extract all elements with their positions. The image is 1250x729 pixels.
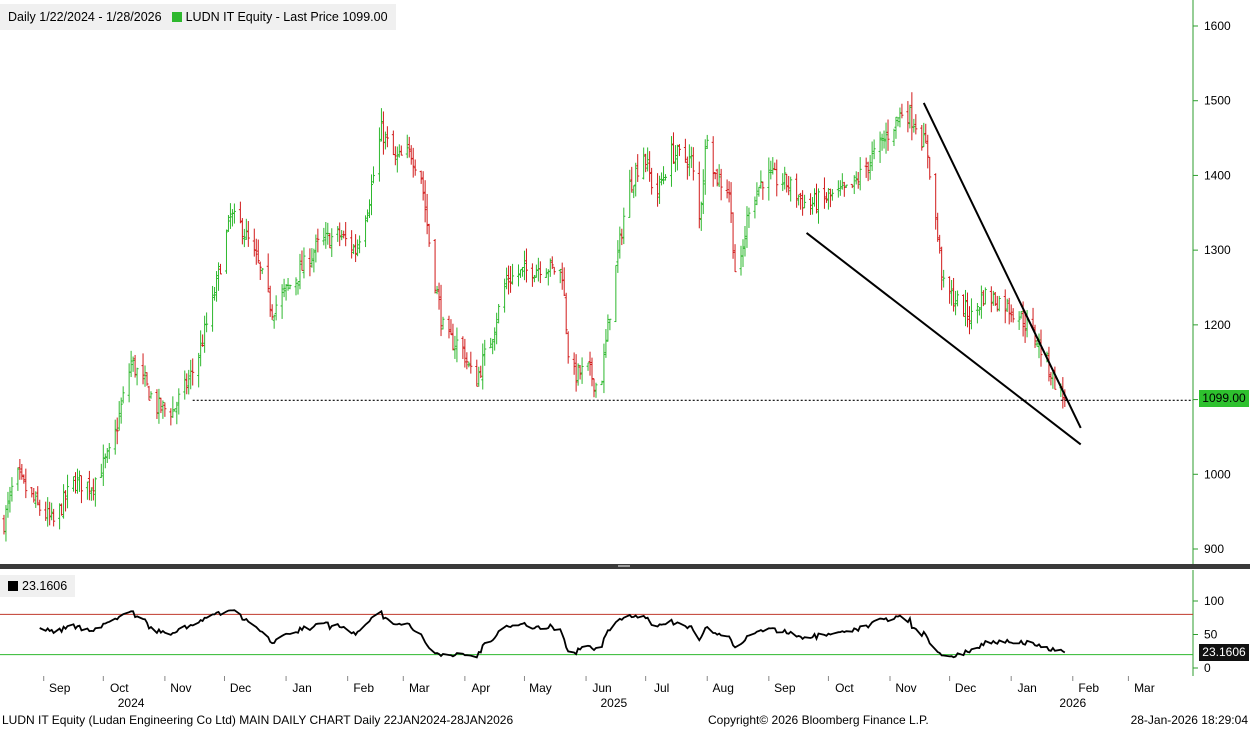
- date-range-label: Daily 1/22/2024 - 1/28/2026: [8, 10, 162, 24]
- price-tick-label: 1400: [1204, 168, 1231, 182]
- month-label: Aug: [713, 681, 734, 695]
- month-label: Mar: [409, 681, 430, 695]
- price-tick-label: 1200: [1204, 318, 1231, 332]
- year-label: 2024: [118, 696, 145, 710]
- footer-timestamp: 28-Jan-2026 18:29:04: [1130, 713, 1248, 727]
- month-label: Feb: [353, 681, 374, 695]
- month-label: Nov: [170, 681, 191, 695]
- month-label: Jun: [592, 681, 611, 695]
- month-label: Apr: [472, 681, 491, 695]
- month-label: Sep: [49, 681, 71, 695]
- price-tick-label: 900: [1204, 542, 1224, 556]
- month-label: Dec: [230, 681, 251, 695]
- month-label: May: [529, 681, 552, 695]
- month-label: Dec: [955, 681, 976, 695]
- trendline-lower: [805, 232, 1082, 446]
- month-label: Jul: [654, 681, 669, 695]
- price-tick-label: 1000: [1204, 467, 1231, 481]
- rsi-tick-label: 50: [1204, 628, 1218, 642]
- month-label: Nov: [895, 681, 916, 695]
- last-price-legend-swatch: [171, 12, 182, 22]
- footer-description: LUDN IT Equity (Ludan Engineering Co Ltd…: [2, 713, 514, 727]
- price-tick-label: 1600: [1204, 19, 1231, 33]
- month-label: Jan: [292, 681, 311, 695]
- pane-splitter-handle: [618, 565, 630, 567]
- trendline-upper: [922, 102, 1082, 429]
- chart-legend: Daily 1/22/2024 - 1/28/2026 LUDN IT Equi…: [0, 4, 396, 30]
- rsi-line: [39, 609, 1066, 659]
- price-bars: [2, 92, 1067, 542]
- rsi-legend-value: 23.1606: [22, 579, 68, 593]
- footer-copyright: Copyright© 2026 Bloomberg Finance L.P.: [708, 713, 929, 727]
- month-label: Sep: [774, 681, 796, 695]
- month-label: Feb: [1078, 681, 1099, 695]
- price-tick-label: 1300: [1204, 243, 1231, 257]
- month-label: Oct: [110, 681, 129, 695]
- price-tick-label: 1500: [1204, 94, 1231, 108]
- rsi-tick-label: 0: [1204, 661, 1211, 675]
- rsi-legend: 23.1606: [0, 575, 76, 597]
- last-price-tag: 1099.00: [1199, 390, 1249, 407]
- rsi-value-tag: 23.1606: [1199, 644, 1249, 661]
- year-label: 2025: [601, 696, 628, 710]
- year-label: 2026: [1059, 696, 1086, 710]
- month-label: Jan: [1018, 681, 1037, 695]
- rsi-legend-swatch: [8, 581, 18, 591]
- rsi-tick-label: 100: [1204, 594, 1224, 608]
- month-label: Mar: [1134, 681, 1155, 695]
- month-label: Oct: [835, 681, 854, 695]
- security-label: LUDN IT Equity - Last Price 1099.00: [185, 10, 388, 24]
